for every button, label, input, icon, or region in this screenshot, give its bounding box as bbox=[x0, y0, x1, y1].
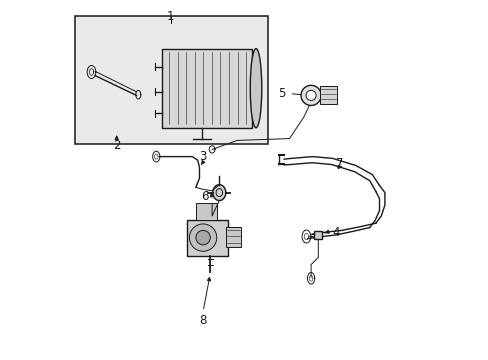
Text: 7: 7 bbox=[335, 157, 343, 170]
Circle shape bbox=[189, 224, 216, 251]
Circle shape bbox=[301, 85, 321, 105]
Bar bbox=[186, 220, 228, 256]
Circle shape bbox=[196, 230, 210, 245]
Text: 6: 6 bbox=[201, 190, 208, 203]
Bar bbox=[313, 231, 321, 239]
Circle shape bbox=[305, 90, 316, 100]
Text: 5: 5 bbox=[278, 87, 285, 100]
Bar bbox=[226, 227, 241, 247]
Text: 4: 4 bbox=[332, 226, 339, 239]
Bar bbox=[196, 203, 217, 220]
Text: 1: 1 bbox=[166, 10, 174, 23]
Bar bbox=[75, 16, 267, 144]
Ellipse shape bbox=[250, 49, 261, 128]
Polygon shape bbox=[212, 185, 225, 201]
Text: 8: 8 bbox=[199, 314, 206, 327]
Bar bbox=[320, 86, 336, 104]
Text: 3: 3 bbox=[199, 150, 206, 163]
Bar bbox=[162, 49, 251, 128]
Text: 2: 2 bbox=[113, 139, 120, 152]
